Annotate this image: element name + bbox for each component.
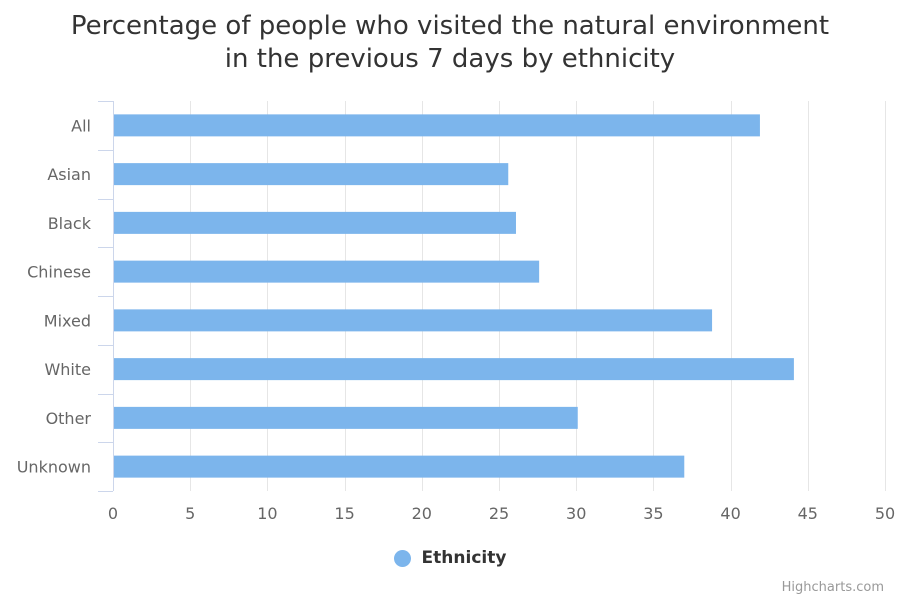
category-label: Unknown (17, 458, 91, 477)
legend-item-ethnicity[interactable]: Ethnicity (421, 548, 507, 568)
bar-asian[interactable] (114, 163, 509, 186)
x-tick-label: 50 (875, 504, 895, 523)
x-tick-label: 25 (489, 504, 509, 523)
bar-all[interactable] (114, 114, 760, 137)
bar-mixed[interactable] (114, 309, 713, 332)
x-tick-label: 35 (643, 504, 663, 523)
category-label: Chinese (27, 263, 91, 282)
category-label: White (44, 360, 91, 379)
axis-labels: 0 5 10 15 20 25 30 35 40 45 50 All Asian Black Chinese… (17, 116, 895, 523)
category-label: Asian (47, 165, 91, 184)
bar-chinese[interactable] (114, 260, 540, 283)
grid-lines (190, 101, 886, 491)
x-tick-label: 20 (412, 504, 432, 523)
bar-white[interactable] (114, 358, 794, 381)
category-label: Other (46, 409, 92, 428)
x-tick-label: 45 (798, 504, 818, 523)
x-tick-label: 15 (334, 504, 354, 523)
category-label: Mixed (44, 311, 91, 330)
x-tick-label: 30 (566, 504, 586, 523)
credits-link[interactable]: Highcharts.com (781, 580, 884, 595)
bar-other[interactable] (114, 406, 578, 429)
chart-title: Percentage of people who visited the nat… (0, 10, 900, 76)
x-tick-label: 10 (257, 504, 277, 523)
category-label: Black (48, 214, 92, 233)
bar-black[interactable] (114, 211, 516, 234)
bar-series (114, 114, 794, 478)
legend-marker-icon (393, 549, 411, 567)
legend[interactable]: Ethnicity (0, 548, 900, 568)
chart-title-line-1: Percentage of people who visited the nat… (70, 11, 830, 41)
x-tick-label: 5 (185, 504, 195, 523)
x-tick-label: 40 (720, 504, 740, 523)
category-label: All (71, 116, 91, 135)
bar-unknown[interactable] (114, 455, 685, 478)
chart-title-line-2: in the previous 7 days by ethnicity (224, 44, 676, 74)
category-axis (98, 101, 114, 492)
x-tick-label: 0 (108, 504, 118, 523)
